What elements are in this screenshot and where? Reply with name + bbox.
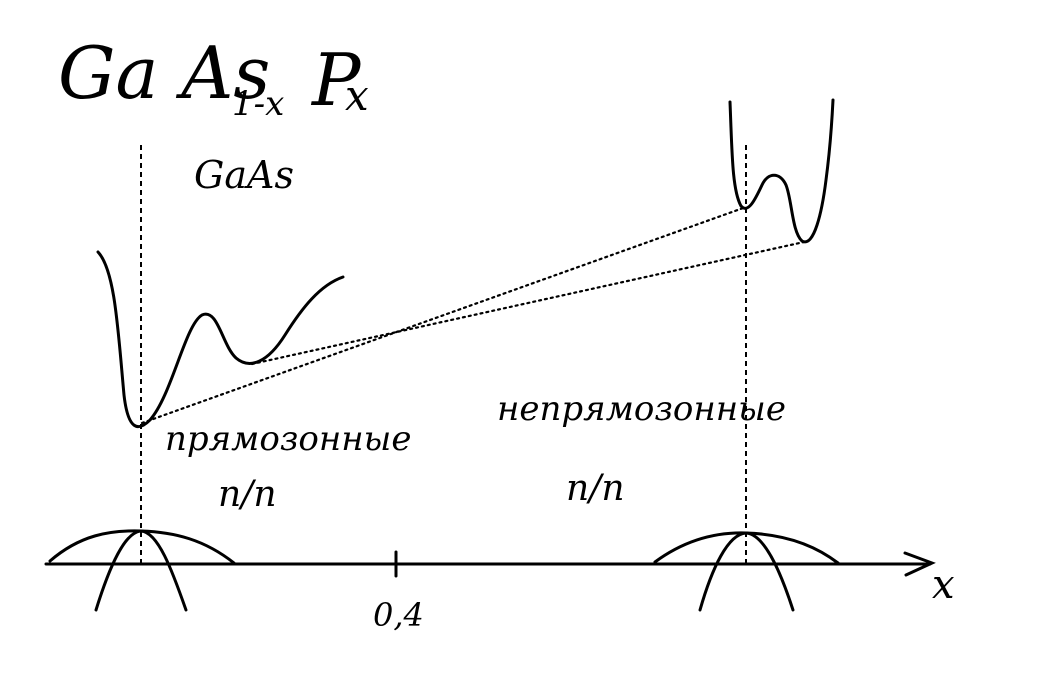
direct-region-line1: прямозонные xyxy=(165,419,411,459)
title-subscript: 1-x xyxy=(232,84,284,124)
gaas-label: GaAs xyxy=(194,153,294,197)
x-axis-label: x xyxy=(932,562,955,608)
left-conduction-band xyxy=(98,252,343,427)
direct-region-label: прямозонные п/п xyxy=(165,419,411,515)
direct-region-line2: п/п xyxy=(218,474,277,515)
formula-title: Ga As 1-x P x xyxy=(58,31,369,124)
title-suffix-subscript: x xyxy=(345,71,369,120)
right-valence-band-heavy xyxy=(655,533,838,563)
indirect-region-line2: п/п xyxy=(566,468,625,509)
indirect-region-line1: непрямозонные xyxy=(497,389,786,429)
dotted-connector-x xyxy=(252,242,804,364)
axis-tick-label: 0,4 xyxy=(373,596,424,634)
indirect-region-label: непрямозонные п/п xyxy=(497,389,786,509)
